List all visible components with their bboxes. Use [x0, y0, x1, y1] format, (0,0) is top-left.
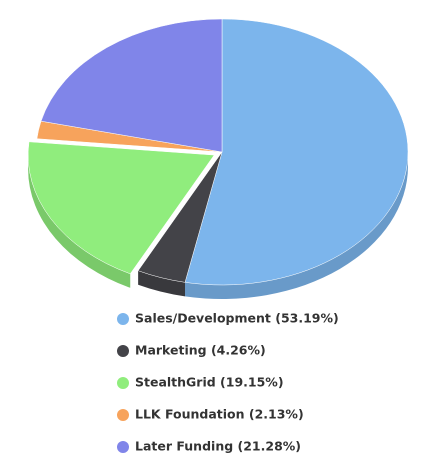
legend-symbol[interactable] — [117, 313, 129, 325]
legend-label[interactable]: LLK Foundation (2.13%) — [135, 407, 304, 422]
legend-symbol[interactable] — [117, 409, 129, 421]
legend-label[interactable]: Sales/Development (53.19%) — [135, 311, 339, 326]
slice-side — [138, 270, 186, 297]
slice[interactable] — [184, 18, 409, 286]
legend-label[interactable]: Marketing (4.26%) — [135, 343, 266, 358]
slice[interactable] — [137, 151, 223, 283]
slice[interactable] — [27, 141, 215, 275]
legend-symbol[interactable] — [117, 345, 129, 357]
legend-symbol[interactable] — [117, 377, 129, 389]
pie-tops — [27, 18, 409, 286]
pie-sides — [28, 152, 408, 299]
legend-symbol[interactable] — [117, 441, 129, 453]
legend: Sales/Development (53.19%) Marketing (4.2… — [117, 311, 339, 454]
slice-side — [28, 155, 131, 288]
legend-label[interactable]: StealthGrid (19.15%) — [135, 375, 284, 390]
slice[interactable] — [40, 18, 223, 153]
legend-label[interactable]: Later Funding (21.28%) — [135, 439, 301, 454]
